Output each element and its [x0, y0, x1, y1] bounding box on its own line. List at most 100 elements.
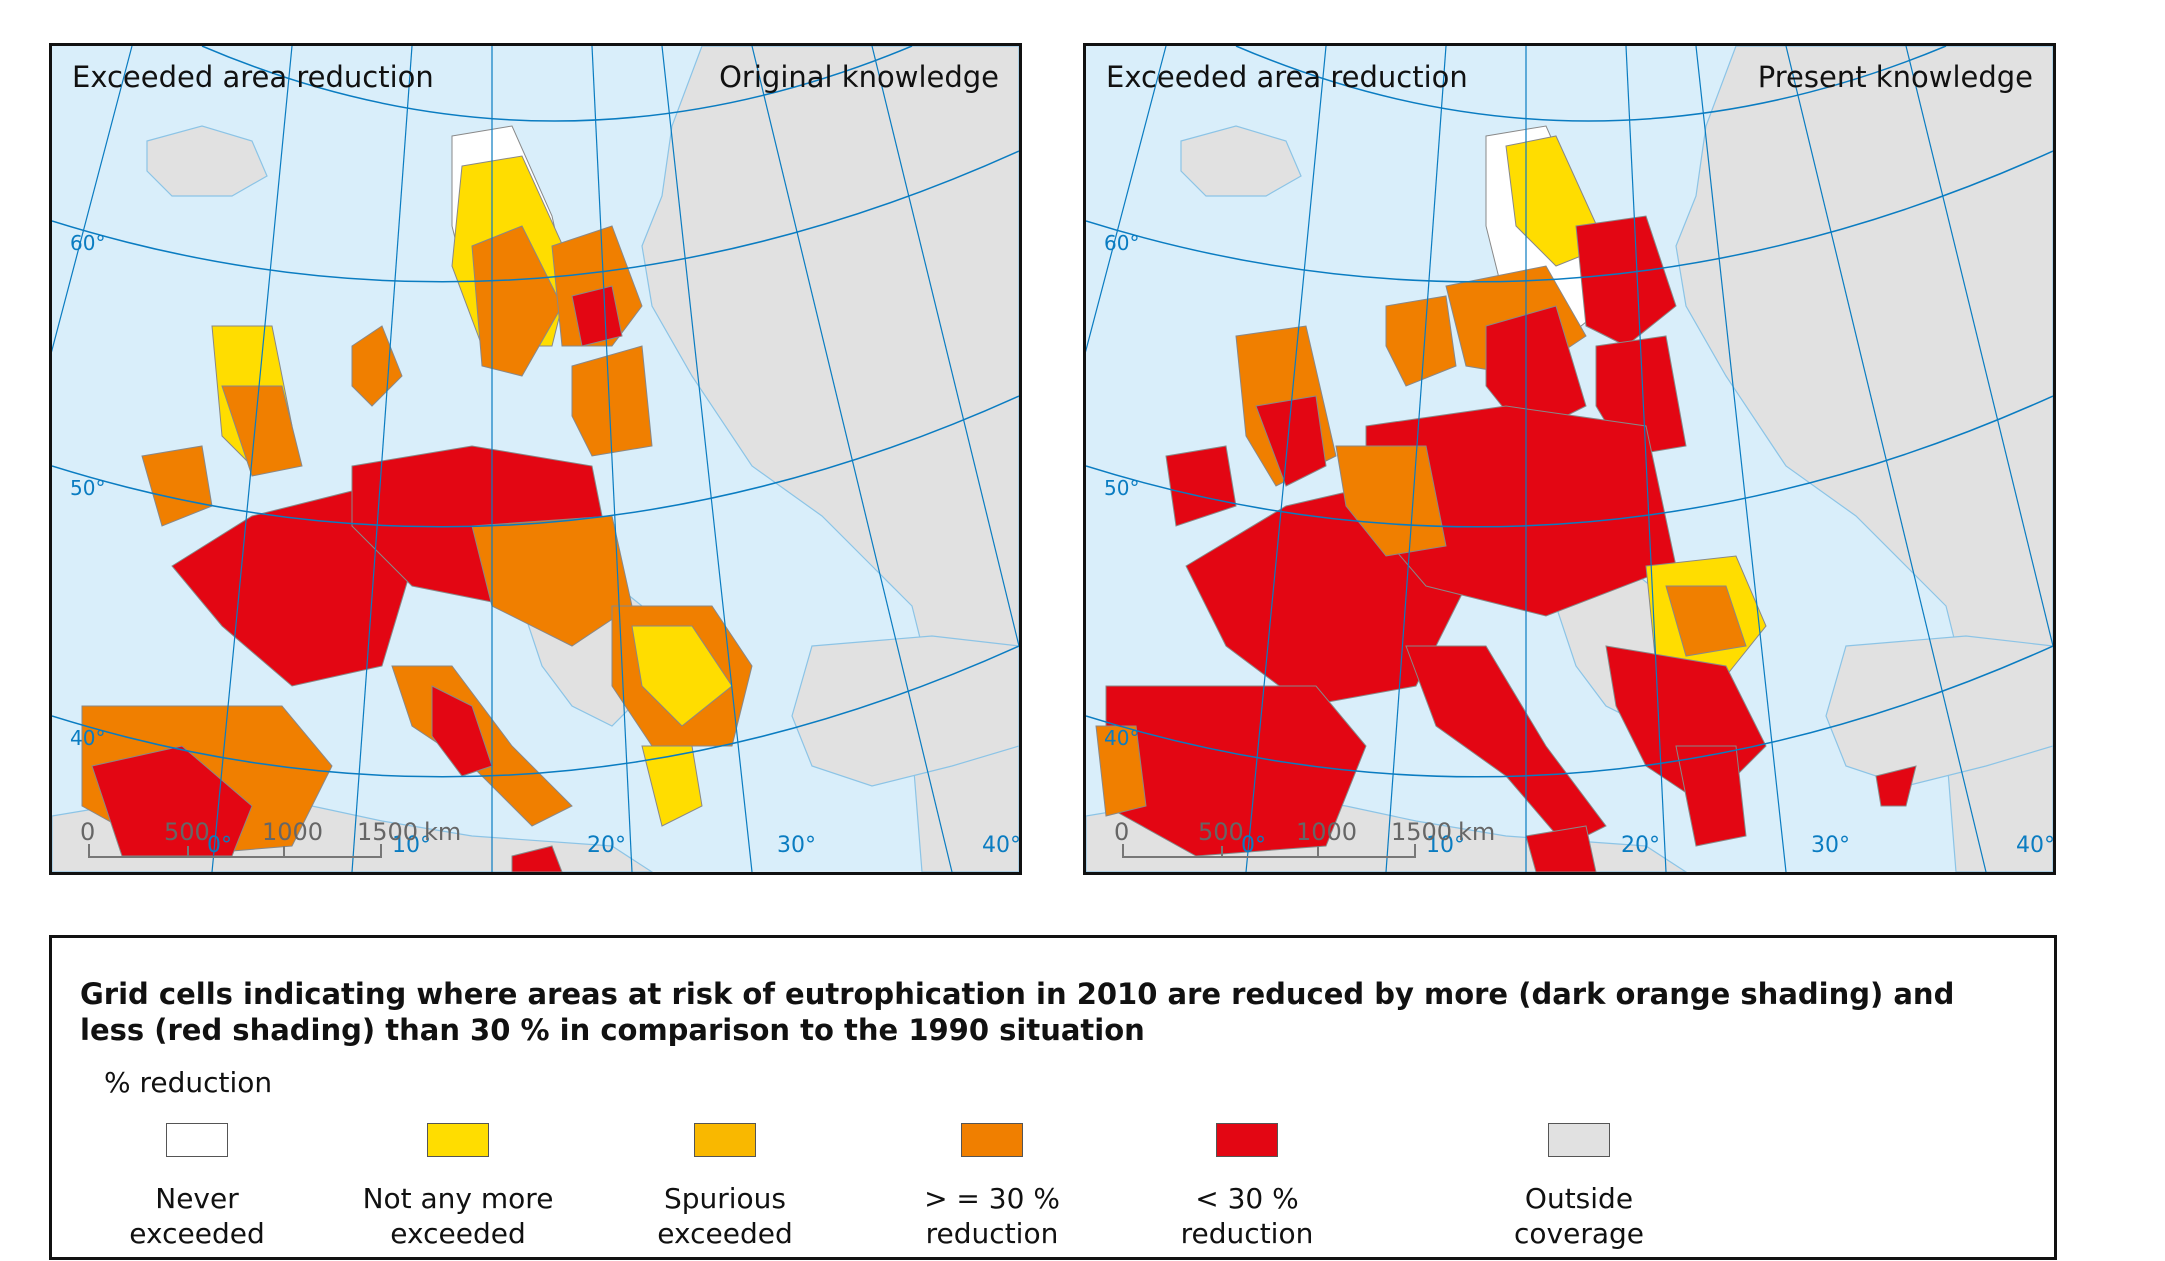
graticule-layer [1086, 46, 2053, 872]
latitude-line [1086, 150, 2053, 283]
grid-cells-ireland-red [1165, 445, 1237, 527]
grid-cells-finland-orange [551, 225, 643, 347]
lon-label-40: 40° [2016, 833, 2055, 858]
scale-label-unit: km [1458, 818, 1496, 846]
turkey-land [791, 635, 1019, 787]
legend-swatch [1548, 1123, 1610, 1157]
grid-cells-greece-red [1675, 745, 1747, 847]
longitude-line [211, 46, 293, 872]
legend-label-line1: Spurious [663, 1182, 787, 1215]
legend-label-line1: < 30 % [1195, 1182, 1299, 1215]
legend-label-line2: reduction [925, 1217, 1059, 1250]
grid-cells-balkan-yellow [631, 625, 733, 727]
russia-land [1675, 46, 2053, 872]
scale-label-unit: km [424, 818, 462, 846]
legend-label-line1: > = 30 % [924, 1182, 1060, 1215]
longitude-line [52, 46, 133, 353]
legend-item-under-30-reduction: < 30 % reduction [1137, 1123, 1357, 1251]
grid-cells-sicily-red [511, 845, 563, 872]
map-subtitle: Present knowledge [1757, 60, 2033, 94]
legend-label-line1: Never [155, 1182, 239, 1215]
longitude-line [661, 46, 753, 872]
longitude-line [871, 46, 1019, 647]
iceland-land [1180, 125, 1302, 197]
scale-label-1000: 1000 [262, 818, 324, 846]
scale-label-0: 0 [1114, 818, 1130, 846]
russia-land [641, 46, 1019, 872]
scale-bar [88, 844, 382, 858]
grid-cells-finland-red [571, 285, 623, 347]
latitude-line [52, 150, 1019, 283]
lat-label-50: 50° [70, 476, 106, 500]
longitude-line [351, 46, 413, 872]
latitude-line [1086, 645, 2053, 778]
lon-label-30: 30° [777, 833, 816, 858]
grid-cells-layer [1095, 125, 1917, 872]
legend-swatch [694, 1123, 756, 1157]
longitude-line [1785, 46, 1987, 872]
legend-item-not-any-more-exceeded: Not any more exceeded [348, 1123, 568, 1251]
grid-cells-ireland-orange [141, 445, 213, 527]
legend-label-line2: exceeded [129, 1217, 265, 1250]
grid-cells-norway-orange [351, 325, 403, 407]
grid-cells-norway-orange [1385, 295, 1457, 387]
scale-label-500: 500 [164, 818, 210, 846]
legend-swatch [427, 1123, 489, 1157]
legend-subtitle: % reduction [104, 1066, 273, 1099]
lat-label-40: 40° [70, 726, 106, 750]
map-canvas [52, 46, 1019, 872]
lon-label-0: 0° [207, 833, 232, 858]
map-canvas [1086, 46, 2053, 872]
scale-label-0: 0 [80, 818, 96, 846]
legend-label-line1: Not any more [362, 1182, 554, 1215]
map-title: Exceeded area reduction [72, 60, 434, 94]
grid-cells-baltic-orange [571, 345, 653, 457]
legend-label-line2: exceeded [390, 1217, 526, 1250]
longitude-line [1695, 46, 1787, 872]
scale-label-500: 500 [1198, 818, 1244, 846]
legend-swatch [961, 1123, 1023, 1157]
grid-cells-uk-red [1255, 395, 1327, 487]
grid-cells-greece-yellow [641, 745, 703, 827]
map-original-knowledge: Exceeded area reduction Original knowled… [49, 43, 1022, 875]
lat-label-40: 40° [1104, 726, 1140, 750]
iceland-land [146, 125, 268, 197]
lon-label-10: 10° [1426, 833, 1465, 858]
grid-cells-layer [81, 125, 753, 872]
grid-cells-finland-red [1575, 215, 1677, 347]
grid-cells-sicily-red [1525, 825, 1597, 872]
scale-label-1000: 1000 [1296, 818, 1358, 846]
legend-item-spurious-exceeded: Spurious exceeded [615, 1123, 835, 1251]
legend-item-outside-coverage: Outside coverage [1469, 1123, 1689, 1251]
lat-label-50: 50° [1104, 476, 1140, 500]
longitude-line [591, 46, 633, 872]
map-subtitle: Original knowledge [719, 60, 999, 94]
scale-bar [1122, 844, 1416, 858]
legend-label-line2: exceeded [657, 1217, 793, 1250]
lon-label-40: 40° [982, 833, 1021, 858]
latitude-line [1086, 395, 2053, 528]
grid-cells-italy-red [1405, 645, 1607, 847]
legend-label-line2: reduction [1180, 1217, 1314, 1250]
grid-cells-romania-orange [1665, 585, 1747, 657]
legend-item-over-30-reduction: > = 30 % reduction [882, 1123, 1102, 1251]
grid-cells-uk-orange [221, 385, 303, 477]
scale-label-1500: 1500 [357, 818, 419, 846]
arctic-circle-line [201, 46, 913, 122]
longitude-line [1625, 46, 1667, 872]
arctic-circle-line [1235, 46, 1947, 122]
grid-cells-italy-red [431, 685, 493, 777]
lon-label-20: 20° [1621, 833, 1660, 858]
scale-label-1500: 1500 [1391, 818, 1453, 846]
longitude-line [1385, 46, 1447, 872]
latitude-line [52, 395, 1019, 528]
map-title: Exceeded area reduction [1106, 60, 1468, 94]
map-present-knowledge: Exceeded area reduction Present knowledg… [1083, 43, 2056, 875]
lon-label-20: 20° [587, 833, 626, 858]
lat-label-60: 60° [70, 231, 106, 255]
lat-label-60: 60° [1104, 231, 1140, 255]
longitude-line [1905, 46, 2053, 647]
longitude-line [1086, 46, 1167, 353]
graticule-layer [52, 46, 1019, 872]
legend-swatch [166, 1123, 228, 1157]
